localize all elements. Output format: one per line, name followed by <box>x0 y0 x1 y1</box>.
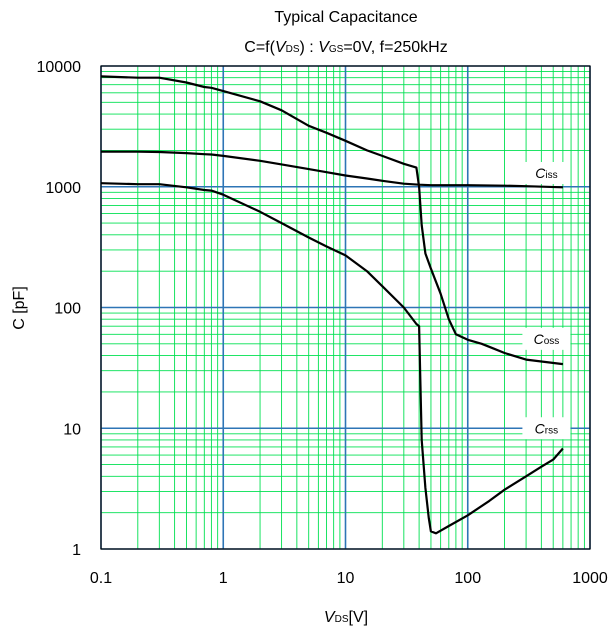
x-axis-var-sub: DS <box>335 614 349 625</box>
x-tick-label: 0.1 <box>90 570 112 587</box>
y-tick-label: 10000 <box>37 59 82 76</box>
x-tick-label: 1 <box>219 570 228 587</box>
y-tick-label: 100 <box>54 301 81 318</box>
x-tick-label: 1000 <box>572 570 608 587</box>
subtitle-prefix: C=f( <box>244 39 275 56</box>
y-tick-label: 1 <box>72 542 81 559</box>
subtitle-suffix: =0V, f=250kHz <box>343 39 447 56</box>
series-line-crss <box>100 182 564 535</box>
x-tick-labels: 0.1 1 10 100 1000 <box>90 570 608 587</box>
series-label-crss: Crss <box>535 420 558 436</box>
plot-frame <box>100 65 591 550</box>
series-label-ciss: Ciss <box>535 165 557 181</box>
x-tick-label: 100 <box>454 570 481 587</box>
series-label-main: C <box>535 165 546 181</box>
chart-title: Typical Capacitance <box>274 9 417 26</box>
subtitle-mid: ) : <box>300 39 319 56</box>
subtitle-var1-sub: DS <box>286 44 300 55</box>
series-label-coss: Coss <box>534 331 560 347</box>
series-label-sub: oss <box>544 336 560 347</box>
y-axis-label: C [pF] <box>11 286 28 330</box>
subtitle-var2-sub: GS <box>329 44 344 55</box>
y-tick-label: 10 <box>63 421 81 438</box>
series-lines <box>100 75 564 535</box>
series-label-main: C <box>534 331 545 347</box>
series-label-main: C <box>535 420 546 436</box>
series-label-sub: iss <box>545 170 557 181</box>
y-tick-labels: 1 10 100 1000 10000 <box>37 59 82 559</box>
series-label-background <box>522 161 571 184</box>
x-axis-var: V <box>324 609 336 626</box>
subtitle-var1: V <box>275 39 287 56</box>
x-tick-label: 10 <box>337 570 355 587</box>
x-axis-unit: [V] <box>349 609 369 626</box>
series-label-background <box>522 417 571 440</box>
series-line-coss <box>100 75 564 366</box>
series-line-ciss <box>101 150 563 189</box>
series-label-sub: rss <box>545 425 558 436</box>
subtitle-var2: V <box>318 39 330 56</box>
y-tick-label: 1000 <box>45 180 81 197</box>
series-label-background <box>522 327 571 350</box>
x-axis-label: VDS[V] <box>324 609 368 626</box>
chart-subtitle: C=f(VDS) : VGS=0V, f=250kHz <box>244 39 447 56</box>
